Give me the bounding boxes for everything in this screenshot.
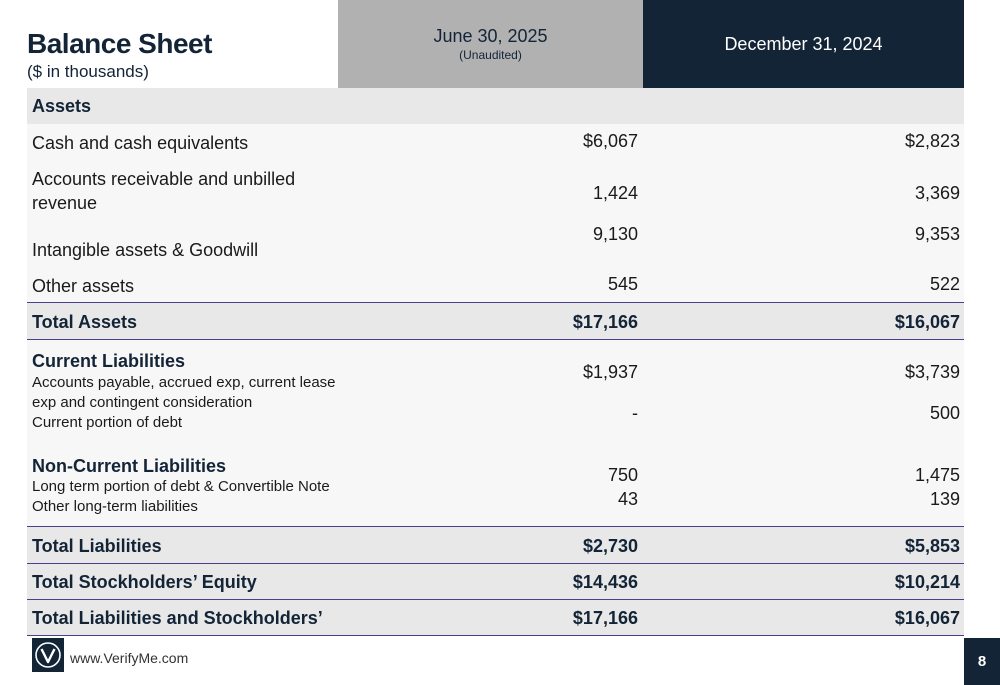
- divider: [27, 599, 964, 600]
- page-title: Balance Sheet: [27, 28, 212, 59]
- column-header-june-note: (Unaudited): [459, 48, 522, 62]
- divider: [27, 526, 964, 527]
- total-equity-band: [27, 564, 964, 599]
- total-liab-equity-june-value: $17,166: [572, 608, 638, 628]
- total-equity-june-value: $14,436: [572, 572, 638, 592]
- liabilities-rows-band: [27, 340, 964, 526]
- receivables-june-value: 1,424: [592, 183, 638, 203]
- receivables-label-line2: revenue: [32, 193, 98, 213]
- total-assets-band: [27, 303, 964, 339]
- payables-label-line2: exp and contingent consideration: [32, 394, 253, 411]
- current-debt-june-value: -: [632, 403, 638, 423]
- current-debt-dec-value: 500: [929, 403, 960, 423]
- column-header-dec-2024: December 31, 2024: [643, 0, 964, 88]
- assets-rows-band: [27, 124, 964, 302]
- footer-website-link[interactable]: www.VerifyMe.com: [70, 650, 189, 666]
- long-term-debt-dec-value: 1,475: [914, 465, 960, 485]
- divider: [27, 339, 964, 340]
- other-assets-label: Other assets: [32, 276, 135, 296]
- payables-label-line1: Accounts payable, accrued exp, current l…: [32, 374, 336, 391]
- page-number: 8: [964, 638, 1000, 685]
- other-long-term-label: Other long-term liabilities: [32, 498, 198, 515]
- total-liab-equity-label: Total Liabilities and Stockholders’: [32, 608, 323, 628]
- intangibles-label: Intangible assets & Goodwill: [32, 240, 259, 260]
- cash-label: Cash and cash equivalents: [32, 133, 249, 153]
- current-liabilities-heading: Current Liabilities: [32, 351, 186, 371]
- current-debt-label: Current portion of debt: [32, 414, 183, 431]
- title-block: Balance Sheet ($ in thousands): [27, 26, 212, 82]
- cash-dec-value: $2,823: [904, 131, 960, 151]
- payables-dec-value: $3,739: [904, 362, 960, 382]
- total-equity-dec-value: $10,214: [894, 572, 960, 592]
- total-assets-label: Total Assets: [32, 312, 138, 332]
- column-header-dec-label: December 31, 2024: [724, 34, 883, 54]
- total-liab-equity-dec-value: $16,067: [894, 608, 960, 628]
- cash-june-value: $6,067: [582, 131, 638, 151]
- divider: [27, 302, 964, 303]
- intangibles-dec-value: 9,353: [914, 224, 960, 244]
- assets-heading: Assets: [32, 96, 92, 116]
- total-liabilities-dec-value: $5,853: [904, 536, 960, 556]
- total-liabilities-june-value: $2,730: [582, 536, 638, 556]
- payables-june-value: $1,937: [582, 362, 638, 382]
- total-liabilities-band: [27, 527, 964, 563]
- verifyme-logo-icon: [32, 638, 64, 672]
- other-long-term-june-value: 43: [617, 489, 638, 509]
- total-assets-dec-value: $16,067: [894, 312, 960, 332]
- column-header-june-label: June 30, 2025: [433, 26, 548, 46]
- divider: [27, 635, 964, 636]
- other-long-term-dec-value: 139: [929, 489, 960, 509]
- column-header-june-2025: June 30, 2025 (Unaudited): [338, 0, 643, 88]
- total-equity-label: Total Stockholders’ Equity: [32, 572, 257, 592]
- divider: [27, 563, 964, 564]
- other-assets-dec-value: 522: [929, 274, 960, 294]
- intangibles-june-value: 9,130: [592, 224, 638, 244]
- receivables-label-line1: Accounts receivable and unbilled: [32, 169, 296, 189]
- long-term-debt-label: Long term portion of debt & Convertible …: [32, 478, 330, 495]
- long-term-debt-june-value: 750: [607, 465, 638, 485]
- page-subtitle: ($ in thousands): [27, 62, 149, 81]
- assets-heading-band: [27, 88, 964, 124]
- total-liabilities-label: Total Liabilities: [32, 536, 162, 556]
- receivables-dec-value: 3,369: [914, 183, 960, 203]
- total-liab-equity-band: [27, 600, 964, 635]
- total-assets-june-value: $17,166: [572, 312, 638, 332]
- noncurrent-liabilities-heading: Non-Current Liabilities: [32, 456, 227, 476]
- other-assets-june-value: 545: [607, 274, 638, 294]
